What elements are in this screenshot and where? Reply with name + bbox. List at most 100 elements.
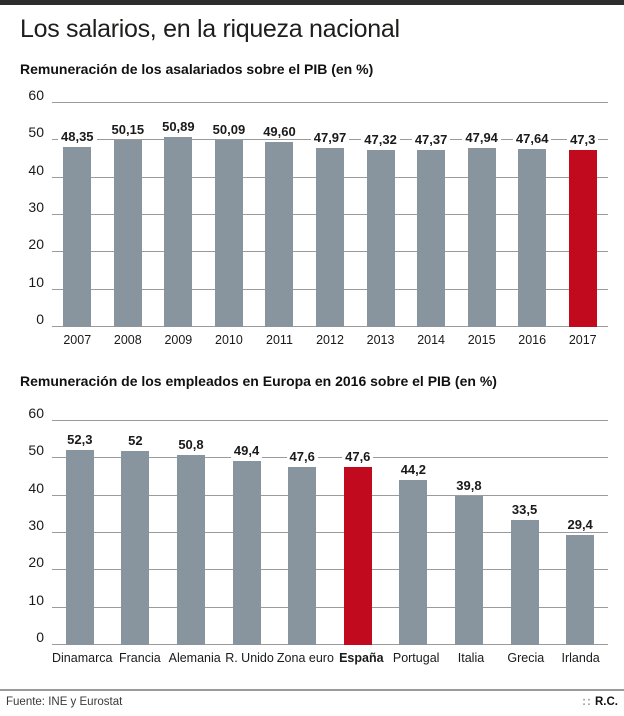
gridline xyxy=(52,606,608,608)
bar xyxy=(288,467,317,645)
y-axis-tick-label: 0 xyxy=(36,629,44,645)
gridline xyxy=(52,457,608,459)
bar xyxy=(65,449,94,645)
bar xyxy=(568,150,597,327)
bar-value-label: 44,2 xyxy=(397,462,430,477)
x-axis-category-label: R. Unido xyxy=(225,651,274,665)
bar xyxy=(566,535,595,645)
x-axis-category-label: Alemania xyxy=(168,651,221,665)
x-axis-category-label: Italia xyxy=(457,651,485,665)
bar-slot: 47,3 xyxy=(557,103,608,327)
x-axis-category-label: España xyxy=(339,651,384,665)
x-axis-category-label: 2008 xyxy=(113,333,142,347)
y-axis-tick-label: 40 xyxy=(28,161,44,178)
bar-chart-plot-area: 0 10 20 30 40 50 60 52,3 52 50,8 49,4 47,6 47,6 44,2 3… xyxy=(28,406,608,645)
bar xyxy=(510,519,539,645)
bar-value-label: 50,15 xyxy=(108,121,148,137)
bar-slot: 44,2 xyxy=(386,421,442,645)
bar xyxy=(366,150,395,327)
y-axis-tick-label: 40 xyxy=(28,479,44,496)
bar-slot: 29,4 xyxy=(552,421,608,645)
bar-slot: 52 xyxy=(108,421,164,645)
bar-slot: 47,64 xyxy=(507,103,558,327)
bar-value-label: 47,37 xyxy=(411,132,451,148)
x-axis-category-label: 2012 xyxy=(316,333,344,347)
bar-slot: 47,6 xyxy=(330,421,386,645)
x-axis-category-label: Grecia xyxy=(507,651,545,665)
top-accent-bar xyxy=(0,0,624,5)
bar-slot: 33,5 xyxy=(497,421,553,645)
bar-slot: 48,35 xyxy=(52,103,103,327)
x-axis-category-label: 2011 xyxy=(266,333,293,347)
bar xyxy=(176,455,205,645)
y-axis-tick-label: 30 xyxy=(28,199,44,215)
bar xyxy=(417,150,446,327)
bar-value-label: 39,8 xyxy=(453,478,485,494)
y-axis-tick-label: 20 xyxy=(28,554,44,571)
bar-value-label: 47,32 xyxy=(361,132,400,148)
bar-value-label: 48,35 xyxy=(58,128,97,144)
gridline xyxy=(52,569,608,571)
bar-slot: 49,60 xyxy=(254,103,305,327)
bar-slot: 47,6 xyxy=(274,421,330,645)
credit-initials: R.C. xyxy=(595,696,618,708)
page-title: Los salarios, en la riqueza nacional xyxy=(20,15,400,43)
x-axis-category-label: 2016 xyxy=(518,333,547,347)
bar-slot: 47,94 xyxy=(456,103,507,327)
bar xyxy=(518,149,547,327)
bar-value-label: 47,6 xyxy=(342,449,374,465)
bar-value-label: 50,8 xyxy=(175,437,207,453)
bar-value-label: 47,6 xyxy=(286,449,318,465)
credit: :: R.C. xyxy=(582,696,618,708)
bar-slot: 50,8 xyxy=(163,421,219,645)
gridline xyxy=(52,102,608,103)
bar-slot: 47,37 xyxy=(406,103,457,327)
bar-value-label: 49,4 xyxy=(230,442,263,458)
bar-slot: 47,32 xyxy=(355,103,406,327)
bar xyxy=(265,141,294,327)
gridline xyxy=(52,494,608,496)
chart-subtitle: Remuneración de los asalariados sobre el… xyxy=(20,61,374,77)
bar xyxy=(399,480,428,645)
bar xyxy=(343,467,372,645)
bar xyxy=(113,139,142,327)
y-axis-tick-label: 10 xyxy=(28,591,44,608)
bar xyxy=(454,496,483,645)
x-axis-category-label: 2014 xyxy=(417,333,445,347)
bar-value-label: 50,09 xyxy=(209,122,249,137)
x-axis-category-label: 2007 xyxy=(63,333,92,347)
bar-slot: 47,97 xyxy=(305,103,356,327)
source-text: Fuente: INE y Eurostat xyxy=(6,696,123,708)
bar xyxy=(316,147,344,327)
y-axis-tick-label: 10 xyxy=(28,273,44,290)
bar-value-label: 47,3 xyxy=(567,132,599,148)
chart-europe-2016: Remuneración de los empleados en Europa … xyxy=(0,373,624,665)
y-axis-tick-label: 50 xyxy=(28,442,44,459)
bar-value-label: 47,97 xyxy=(310,129,350,145)
bar-slot: 50,15 xyxy=(103,103,154,327)
y-axis-tick-label: 60 xyxy=(28,87,44,103)
gridline xyxy=(52,532,608,533)
y-axis-tick-label: 60 xyxy=(28,405,44,421)
x-axis-category-label: Portugal xyxy=(392,651,440,665)
bar-value-label: 47,94 xyxy=(462,130,501,146)
bars-row: 48,35 50,15 50,89 50,09 49,60 47,97 47,32 47,37… xyxy=(52,103,608,327)
x-axis-category-label: Francia xyxy=(119,651,161,665)
bar xyxy=(232,460,261,645)
x-axis-category-label: 2009 xyxy=(164,333,193,347)
x-axis-category-label: 2015 xyxy=(467,333,496,347)
x-axis-category-label: Zona euro xyxy=(276,651,334,665)
bar-value-label: 52 xyxy=(125,432,146,448)
x-axis-labels: 2007 2008 2009 2010 2011 2012 2013 2014 2015 2016… xyxy=(52,327,608,347)
bar-chart-plot-area: 0 10 20 30 40 50 60 48,35 50,15 50,89 50,09 49,60 47… xyxy=(28,88,608,327)
y-axis-tick-label: 30 xyxy=(28,517,44,533)
chart-subtitle: Remuneración de los empleados en Europa … xyxy=(20,373,497,389)
x-axis-category-label: Dinamarca xyxy=(52,651,113,665)
bar-value-label: 52,3 xyxy=(64,431,96,447)
chart-salaries-over-gdp: Remuneración de los asalariados sobre el… xyxy=(0,61,624,347)
gridline xyxy=(52,420,608,421)
bar-value-label: 29,4 xyxy=(564,517,596,533)
bar xyxy=(121,450,150,645)
bar-value-label: 50,89 xyxy=(159,119,198,135)
